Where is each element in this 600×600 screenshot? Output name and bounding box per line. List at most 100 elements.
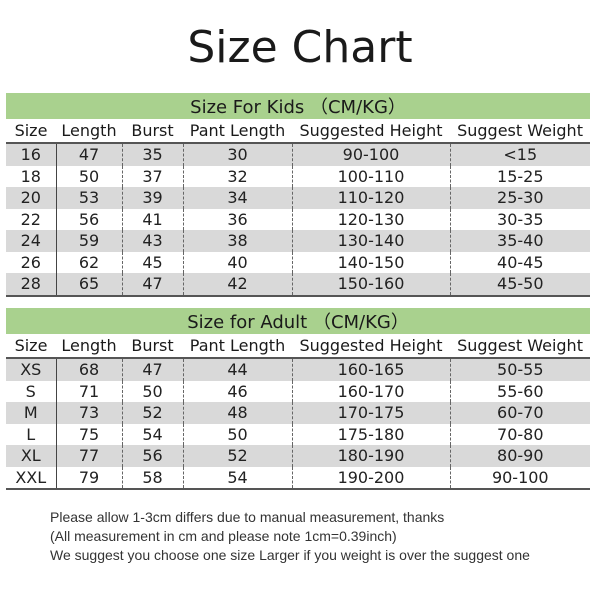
table-cell: S bbox=[6, 380, 57, 402]
table-cell: 58 bbox=[122, 466, 184, 490]
table-cell: 43 bbox=[122, 230, 184, 252]
table-row: 22 56 41 36 120-130 30-35 bbox=[6, 208, 590, 230]
table-cell: L bbox=[6, 423, 57, 445]
table-cell: 140-150 bbox=[292, 251, 451, 273]
table-cell: 46 bbox=[183, 380, 293, 402]
column-header: Suggest Weight bbox=[450, 334, 591, 359]
table-row: L 75 54 50 175-180 70-80 bbox=[6, 423, 590, 445]
kids-size-table: Size For Kids （CM/KG） Size Length Burst Pant… bbox=[6, 93, 591, 297]
table-cell: 47 bbox=[122, 273, 184, 297]
table-row: XL 77 56 52 180-190 80-90 bbox=[6, 445, 591, 467]
table-cell: 36 bbox=[183, 208, 293, 230]
table-cell: 190-200 bbox=[292, 466, 451, 490]
table-cell: 54 bbox=[183, 466, 293, 490]
table-row: 24 59 43 38 130-140 35-40 bbox=[6, 230, 591, 252]
table-cell: 110-120 bbox=[292, 187, 451, 209]
table-cell: 59 bbox=[56, 230, 123, 252]
adult-size-table: Size for Adult （CM/KG） Size Length Burst Pan… bbox=[6, 308, 591, 490]
adult-table-heading: Size for Adult （CM/KG） bbox=[6, 308, 591, 334]
table-cell: 50-55 bbox=[450, 358, 591, 381]
table-cell: XL bbox=[6, 445, 57, 467]
table-cell: 24 bbox=[6, 230, 57, 252]
table-cell: 20 bbox=[6, 187, 57, 209]
note-line: Please allow 1-3cm differs due to manual… bbox=[50, 509, 445, 525]
table-cell: 53 bbox=[56, 187, 123, 209]
column-header: Size bbox=[6, 334, 56, 359]
table-cell: 70-80 bbox=[497, 424, 544, 444]
table-row: M 73 52 48 170-175 60-70 bbox=[6, 402, 591, 424]
column-header: Pant Length bbox=[183, 119, 292, 144]
table-cell: 39 bbox=[122, 187, 184, 209]
table-cell: 35-40 bbox=[450, 230, 591, 252]
table-cell: 42 bbox=[183, 273, 293, 297]
table-cell: 77 bbox=[56, 445, 123, 467]
table-cell: 71 bbox=[56, 380, 123, 402]
table-cell: 40 bbox=[183, 251, 293, 273]
table-row: 20 53 39 34 110-120 25-30 bbox=[6, 187, 591, 209]
notes: Please allow 1-3cm differs due to manual… bbox=[50, 508, 530, 565]
table-cell: M bbox=[6, 402, 57, 424]
table-cell: 60-70 bbox=[450, 402, 591, 424]
column-header: Suggest Weight bbox=[450, 119, 591, 144]
table-cell: 45-50 bbox=[450, 273, 591, 297]
table-cell: 54 bbox=[122, 423, 184, 445]
table-cell: 28 bbox=[6, 273, 57, 297]
kids-table-heading: Size For Kids （CM/KG） bbox=[6, 93, 591, 119]
table-cell: 90-100 bbox=[450, 466, 591, 490]
table-cell: 30-35 bbox=[497, 209, 544, 229]
table-cell: 75 bbox=[56, 423, 123, 445]
table-cell: 41 bbox=[122, 208, 184, 230]
table-cell: 44 bbox=[183, 358, 293, 381]
table-cell: 50 bbox=[122, 380, 184, 402]
table-cell: 120-130 bbox=[292, 208, 451, 230]
table-row: 18 50 37 32 100-110 15-25 bbox=[6, 165, 590, 187]
table-cell: 50 bbox=[183, 423, 293, 445]
column-header: Size bbox=[6, 119, 56, 144]
table-cell: 48 bbox=[183, 402, 293, 424]
note-line: We suggest you choose one size Larger if… bbox=[50, 547, 530, 563]
table-cell: XXL bbox=[6, 466, 57, 490]
table-row: XXL 79 58 54 190-200 90-100 bbox=[6, 466, 591, 490]
table-cell: 40-45 bbox=[497, 252, 544, 272]
table-row: 28 65 47 42 150-160 45-50 bbox=[6, 273, 591, 297]
table-row: S 71 50 46 160-170 55-60 bbox=[6, 380, 590, 402]
table-cell: 30 bbox=[183, 143, 293, 166]
column-header: Suggested Height bbox=[292, 119, 450, 144]
table-cell: 32 bbox=[183, 165, 293, 187]
table-cell: 150-160 bbox=[292, 273, 451, 297]
table-cell: 55-60 bbox=[497, 381, 544, 401]
table-cell: 160-165 bbox=[292, 358, 451, 381]
table-cell: 56 bbox=[56, 208, 123, 230]
table-cell: 68 bbox=[56, 358, 123, 381]
table-cell: 16 bbox=[6, 143, 57, 166]
table-cell: 62 bbox=[56, 251, 123, 273]
table-row: XS 68 47 44 160-165 50-55 bbox=[6, 358, 591, 381]
table-cell: XS bbox=[6, 358, 57, 381]
table-cell: 80-90 bbox=[450, 445, 591, 467]
note-line: (All measurement in cm and please note 1… bbox=[50, 528, 397, 544]
column-header: Burst bbox=[122, 334, 183, 359]
table-cell: 22 bbox=[6, 208, 57, 230]
column-header: Burst bbox=[122, 119, 183, 144]
table-cell: 45 bbox=[122, 251, 184, 273]
table-cell: 25-30 bbox=[450, 187, 591, 209]
column-header: Length bbox=[56, 119, 122, 144]
table-cell: 130-140 bbox=[292, 230, 451, 252]
table-cell: 34 bbox=[183, 187, 293, 209]
table-cell: 180-190 bbox=[292, 445, 451, 467]
table-cell: 26 bbox=[6, 251, 57, 273]
table-cell: 37 bbox=[122, 165, 184, 187]
table-cell: 175-180 bbox=[292, 423, 451, 445]
table-cell: 47 bbox=[56, 143, 123, 166]
table-cell: 79 bbox=[56, 466, 123, 490]
table-cell: 73 bbox=[56, 402, 123, 424]
column-header: Suggested Height bbox=[292, 334, 450, 359]
table-cell: 160-170 bbox=[292, 380, 451, 402]
table-row: 16 47 35 30 90-100 <15 bbox=[6, 143, 591, 166]
table-cell: 56 bbox=[122, 445, 184, 467]
table-cell: 52 bbox=[122, 402, 184, 424]
table-cell: 65 bbox=[56, 273, 123, 297]
table-cell: 52 bbox=[183, 445, 293, 467]
table-cell: 15-25 bbox=[497, 166, 544, 186]
table-cell: 90-100 bbox=[292, 143, 451, 166]
